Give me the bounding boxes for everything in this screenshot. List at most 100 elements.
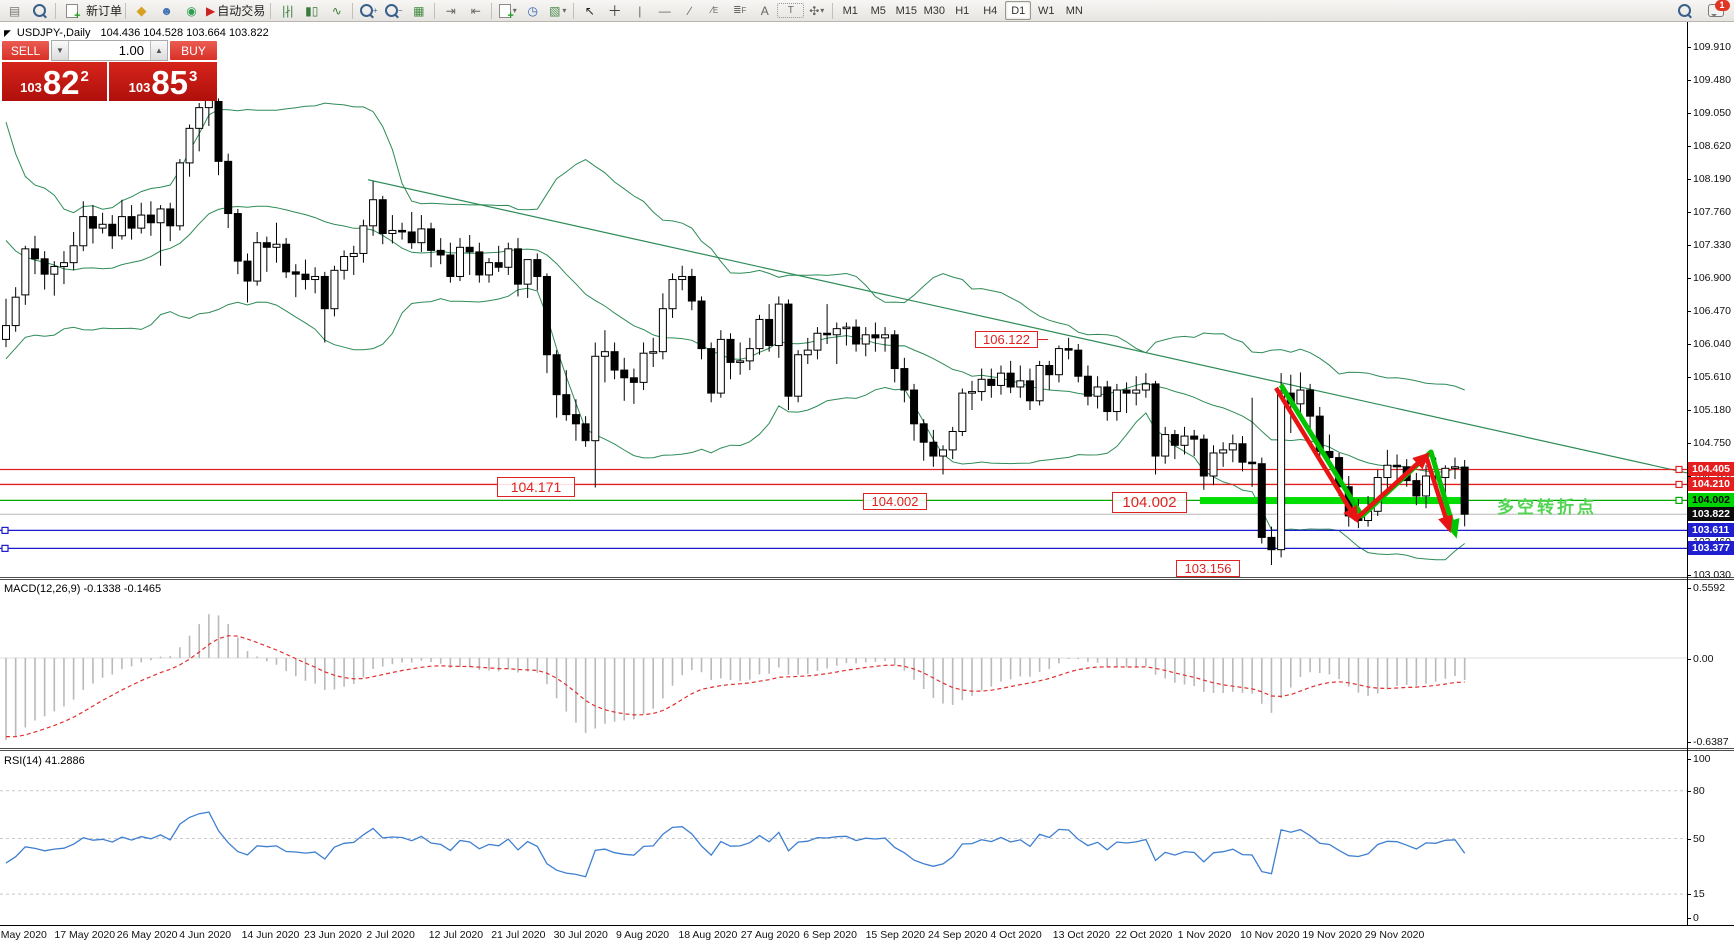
price-label-annotation[interactable]: 104.002	[863, 493, 927, 510]
timeframe-m5[interactable]: M5	[870, 4, 886, 17]
price-chart-pane[interactable]	[0, 22, 1687, 577]
arrows-tool-icon[interactable]: ✣ ▾	[809, 3, 825, 18]
timeframe-m30[interactable]: M30	[923, 4, 945, 17]
price-label-annotation[interactable]: 106.122	[975, 331, 1038, 348]
cursor-tool-icon[interactable]: ↖	[584, 3, 595, 18]
buy-price-prefix: 103	[128, 80, 151, 95]
volume-input[interactable]: 1.00	[118, 43, 144, 58]
text-annotation[interactable]: 多空转折点	[1497, 498, 1597, 517]
timeframe-d1[interactable]: D1	[1005, 1, 1032, 20]
date-label: 15 Sep 2020	[865, 929, 926, 941]
timeframe-m1[interactable]: M1	[842, 4, 858, 17]
signals-icon[interactable]: ◉	[186, 3, 197, 18]
price-badge-103.611: 103.611	[1688, 523, 1734, 538]
hline-handle[interactable]	[1, 544, 9, 552]
rsi-axis-tick-mark	[1687, 918, 1691, 919]
community-icon[interactable]: ☻	[160, 3, 173, 18]
preview-icon[interactable]	[27, 2, 52, 20]
timeframe-m15[interactable]: M15	[895, 4, 917, 17]
metaeditor-icon[interactable]: ◆	[136, 2, 147, 18]
tile-windows-icon[interactable]: ▦	[413, 3, 425, 18]
trendline-tool-icon[interactable]: ∕	[688, 3, 691, 18]
hline-handle[interactable]	[1, 526, 9, 535]
sell-button[interactable]: SELL	[2, 41, 49, 60]
date-label: 14 Jun 2020	[241, 929, 300, 941]
macd-axis-tick: 0.5592	[1693, 582, 1726, 594]
volume-decrease-button[interactable]: ▼	[52, 41, 69, 60]
new-chart-icon[interactable]: + ▾	[495, 2, 520, 21]
sell-price-button[interactable]: 103 82 2	[2, 62, 107, 101]
ohlc-values: 104.436 104.528 103.664 103.822	[100, 27, 269, 39]
buy-price-button[interactable]: 103 85 3	[109, 62, 217, 101]
text-tool-icon[interactable]: A	[760, 3, 769, 18]
macd-axis-tick-mark	[1687, 742, 1691, 743]
zoom-in-icon[interactable]: +	[356, 2, 381, 20]
line-chart-icon[interactable]: ∿	[331, 3, 342, 18]
rsi-label: RSI(14) 41.2886	[4, 755, 85, 767]
price-axis-tick-mark	[1687, 410, 1691, 411]
search-icon[interactable]	[1672, 2, 1697, 20]
hline-handle[interactable]	[1675, 465, 1683, 474]
volume-increase-button[interactable]: ▲	[150, 41, 167, 60]
one-click-trading-panel: SELL ▼ 1.00 ▲ BUY 103 82 2 103 85 3	[2, 40, 217, 101]
hline-handle[interactable]	[1675, 496, 1683, 505]
timeframe-h4[interactable]: H4	[983, 4, 998, 17]
price-axis-tick: 106.040	[1693, 337, 1731, 350]
crosshair-tool-icon[interactable]: ＋	[607, 2, 622, 19]
timeframe-w1[interactable]: W1	[1038, 4, 1055, 17]
price-label-annotation[interactable]: 103.156	[1176, 560, 1240, 577]
rsi-axis-tick: 15	[1693, 888, 1705, 901]
price-axis-tick-mark	[1687, 80, 1691, 81]
bar-chart-icon[interactable]: ∣∤∣	[280, 3, 295, 18]
period-clock-icon[interactable]: ◷	[527, 3, 538, 18]
price-label-annotation[interactable]: 104.002	[1112, 492, 1187, 513]
rsi-axis-tick: 100	[1693, 753, 1711, 765]
vertical-line-tool-icon[interactable]: |	[638, 3, 642, 18]
descending-trendline[interactable]	[367, 179, 1687, 474]
price-axis-tick-mark	[1687, 245, 1691, 246]
price-axis-tick-mark	[1687, 476, 1691, 477]
buy-button[interactable]: BUY	[170, 41, 217, 60]
autotrading-button[interactable]: ▶ 自动交易	[206, 3, 266, 19]
price-axis-tick: 108.620	[1693, 139, 1731, 152]
timeframe-mn[interactable]: MN	[1065, 4, 1083, 17]
date-label: 19 Nov 2020	[1302, 929, 1362, 941]
date-label: 23 Jun 2020	[304, 929, 362, 941]
template-icon[interactable]: ▧ ▾	[549, 3, 567, 18]
price-axis-tick: 108.190	[1693, 172, 1731, 185]
candlestick-chart-icon[interactable]: ▮▯	[305, 3, 319, 18]
one-click-collapse-icon[interactable]: ◤	[4, 27, 11, 38]
macd-label: MACD(12,26,9) -0.1338 -0.1465	[4, 583, 162, 595]
new-order-button[interactable]: + 新订单	[59, 0, 122, 22]
price-badge-104.210: 104.210	[1688, 477, 1734, 492]
price-axis-tick: 106.470	[1693, 304, 1731, 317]
rsi-pane[interactable]	[0, 751, 1687, 925]
hline-handle[interactable]	[1675, 480, 1683, 489]
price-badge-103.377: 103.377	[1688, 541, 1734, 556]
zoom-out-icon[interactable]: −	[381, 2, 406, 20]
horizontal-line-tool-icon[interactable]: —	[658, 3, 671, 18]
text-label-tool-icon[interactable]: T	[777, 3, 805, 18]
timeframe-h1[interactable]: H1	[955, 4, 970, 17]
symbol-period-label: USDJPY-,Daily	[16, 27, 91, 39]
pane-splitter-rsi[interactable]	[0, 748, 1734, 751]
macd-pane[interactable]	[0, 580, 1687, 748]
macd-axis-tick-mark	[1687, 659, 1691, 660]
chat-icon[interactable]: 1	[1703, 0, 1730, 20]
fibonacci-tool-icon[interactable]: ≣ F	[733, 5, 747, 16]
bollinger-lower-band	[5, 287, 1466, 561]
auto-scroll-icon[interactable]: ⇥	[445, 3, 456, 18]
price-axis-tick-mark	[1687, 146, 1691, 147]
price-axis-tick: 107.330	[1693, 238, 1731, 251]
date-label: 18 Aug 2020	[678, 929, 738, 941]
channel-tool-icon[interactable]: ∕ E	[711, 5, 719, 16]
chart-shift-icon[interactable]: ⇤	[470, 3, 481, 18]
toolbar-separator	[55, 2, 56, 19]
pane-splitter-macd[interactable]	[0, 577, 1734, 580]
price-label-annotation[interactable]: 104.171	[497, 477, 575, 497]
price-axis-tick-mark	[1687, 575, 1691, 576]
market-report-icon[interactable]: ▤	[8, 3, 21, 18]
date-label: 21 Jul 2020	[491, 929, 546, 941]
support-segment[interactable]	[1200, 497, 1461, 505]
